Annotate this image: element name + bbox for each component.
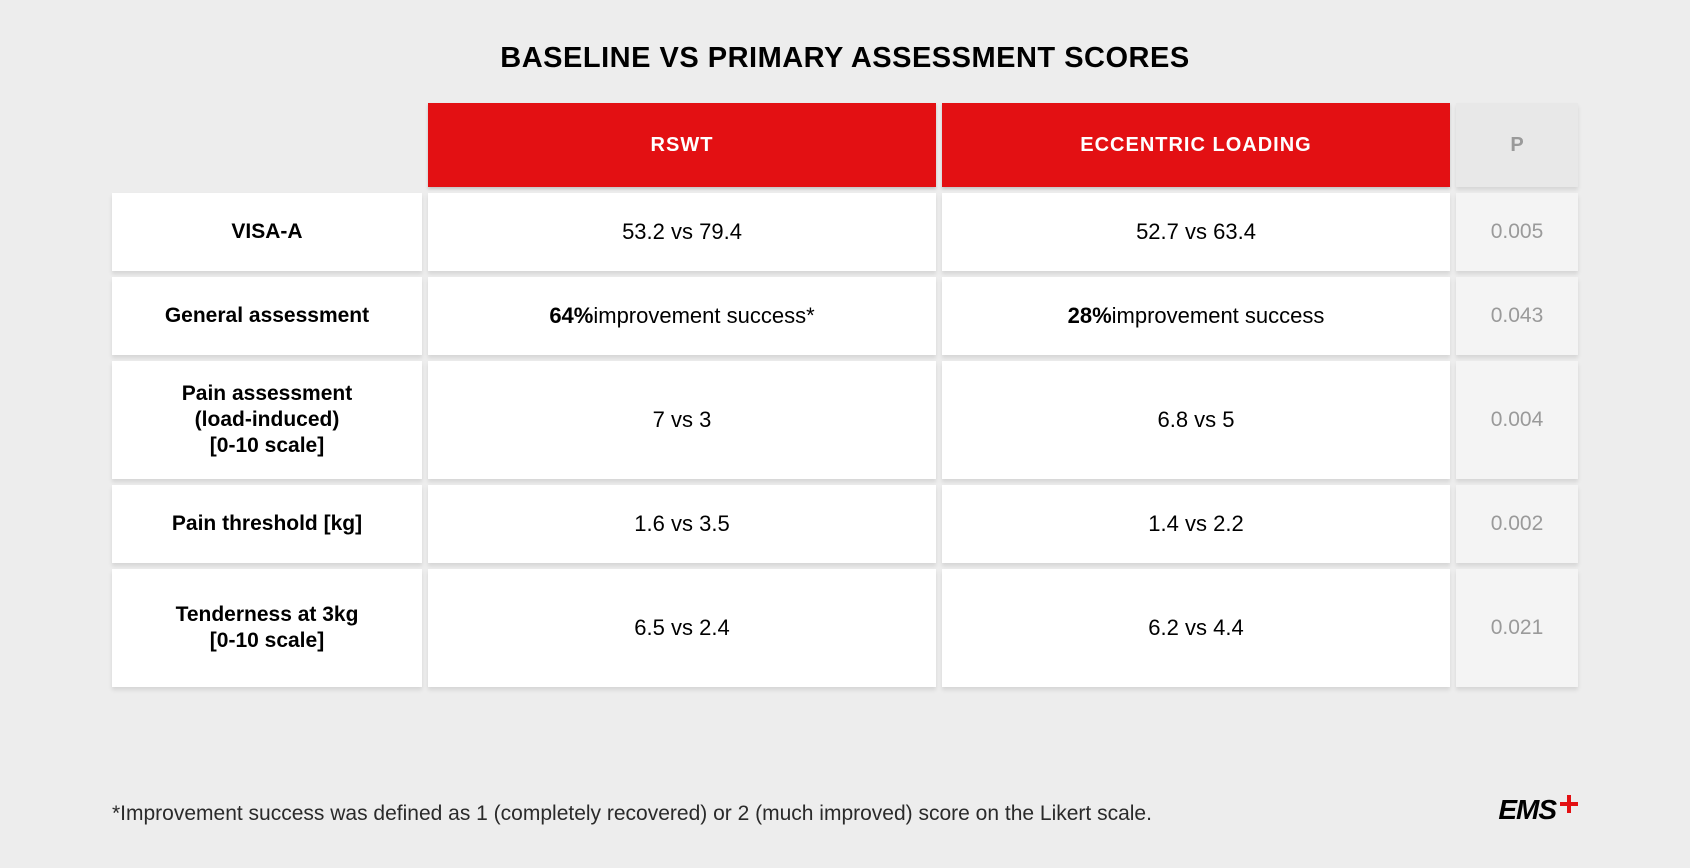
row-0-rswt: 53.2 vs 79.4 xyxy=(428,193,936,271)
page-title: BASELINE VS PRIMARY ASSESSMENT SCORES xyxy=(112,42,1578,75)
row-3-eccentric: 1.4 vs 2.2 xyxy=(942,485,1450,563)
table-container: BASELINE VS PRIMARY ASSESSMENT SCORES RS… xyxy=(112,42,1578,687)
row-1-label: General assessment xyxy=(112,277,422,355)
comparison-table: RSWTECCENTRIC LOADINGP VISA-A53.2 vs 79.4… xyxy=(112,103,1578,687)
row-2-eccentric: 6.8 vs 5 xyxy=(942,361,1450,479)
row-2-label: Pain assessment(load-induced)[0-10 scale… xyxy=(112,361,422,479)
header-blank xyxy=(112,103,422,187)
header-rswt: RSWT xyxy=(428,103,936,187)
header-eccentric: ECCENTRIC LOADING xyxy=(942,103,1450,187)
plus-icon xyxy=(1560,795,1578,813)
row-2-rswt: 7 vs 3 xyxy=(428,361,936,479)
row-3-label: Pain threshold [kg] xyxy=(112,485,422,563)
row-0-eccentric: 52.7 vs 63.4 xyxy=(942,193,1450,271)
ems-logo: EMS xyxy=(1498,794,1578,826)
header-p: P xyxy=(1456,103,1578,187)
row-2-p: 0.004 xyxy=(1456,361,1578,479)
row-4-p: 0.021 xyxy=(1456,569,1578,687)
row-4-label: Tenderness at 3kg[0-10 scale] xyxy=(112,569,422,687)
row-1-p: 0.043 xyxy=(1456,277,1578,355)
row-0-p: 0.005 xyxy=(1456,193,1578,271)
row-1-eccentric: 28% improvement success xyxy=(942,277,1450,355)
footnote: *Improvement success was defined as 1 (c… xyxy=(112,802,1152,826)
footer: *Improvement success was defined as 1 (c… xyxy=(112,794,1578,826)
ems-logo-text: EMS xyxy=(1498,794,1556,826)
row-3-rswt: 1.6 vs 3.5 xyxy=(428,485,936,563)
row-1-rswt: 64% improvement success* xyxy=(428,277,936,355)
row-4-rswt: 6.5 vs 2.4 xyxy=(428,569,936,687)
row-0-label: VISA-A xyxy=(112,193,422,271)
row-3-p: 0.002 xyxy=(1456,485,1578,563)
row-4-eccentric: 6.2 vs 4.4 xyxy=(942,569,1450,687)
